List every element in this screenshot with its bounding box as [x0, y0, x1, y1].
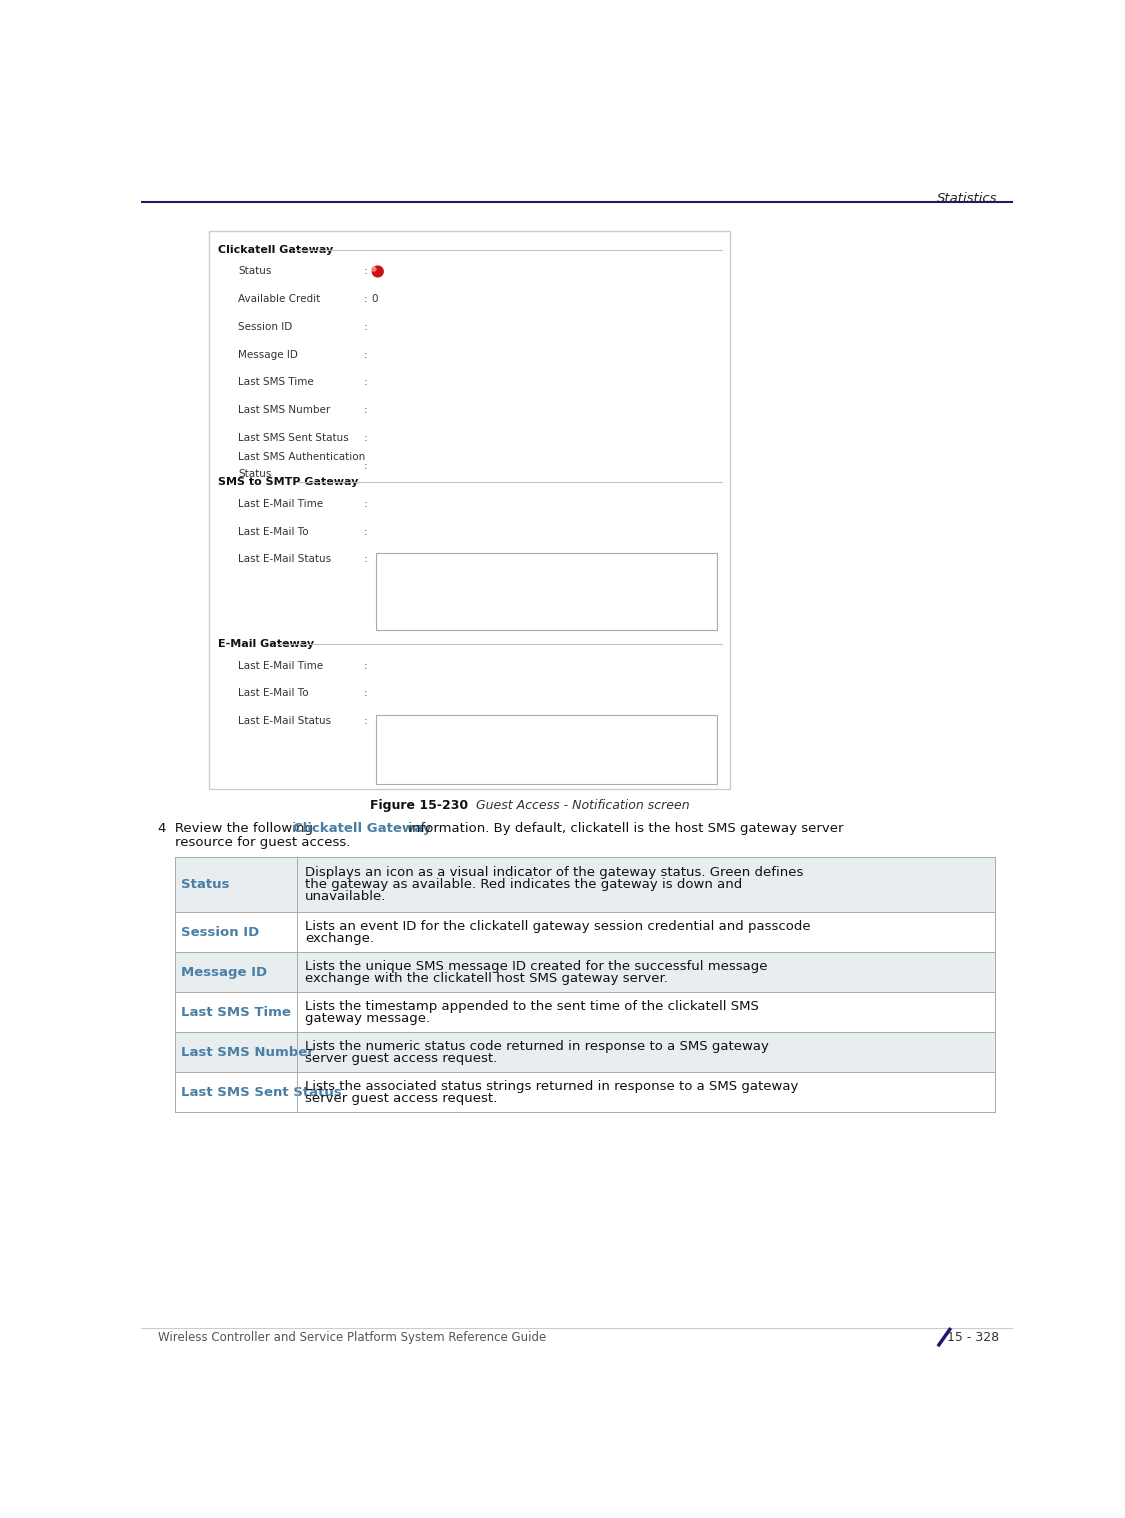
Text: Status: Status	[181, 877, 229, 891]
Text: Displays an icon as a visual indicator of the gateway status. Green defines: Displays an icon as a visual indicator o…	[305, 865, 803, 879]
Text: Last E-Mail Time: Last E-Mail Time	[238, 660, 323, 671]
Bar	[174, 993, 996, 1032]
Text: Message ID: Message ID	[238, 349, 298, 360]
Text: :: :	[363, 433, 368, 443]
Text: :: :	[363, 267, 368, 276]
Text: server guest access request.: server guest access request.	[305, 1091, 497, 1105]
Text: :: :	[363, 554, 368, 565]
Circle shape	[372, 267, 376, 272]
Text: Lists an event ID for the clickatell gateway session credential and passcode: Lists an event ID for the clickatell gat…	[305, 920, 810, 932]
Text: 0: 0	[371, 294, 378, 304]
Text: resource for guest access.: resource for guest access.	[174, 836, 350, 849]
Text: Last E-Mail Time: Last E-Mail Time	[238, 499, 323, 509]
Text: :: :	[363, 527, 368, 537]
Text: Last E-Mail To: Last E-Mail To	[238, 689, 309, 698]
Bar	[376, 715, 718, 785]
Text: Statistics: Statistics	[936, 193, 997, 205]
Text: 4  Review the following: 4 Review the following	[158, 823, 317, 835]
Text: exchange.: exchange.	[305, 932, 374, 944]
Text: Last SMS Time: Last SMS Time	[238, 378, 314, 387]
Bar	[174, 1032, 996, 1072]
Text: Lists the numeric status code returned in response to a SMS gateway: Lists the numeric status code returned i…	[305, 1040, 768, 1053]
Text: Guest Access - Notification screen: Guest Access - Notification screen	[468, 800, 690, 812]
Text: Lists the associated status strings returned in response to a SMS gateway: Lists the associated status strings retu…	[305, 1079, 799, 1093]
Text: :: :	[363, 405, 368, 414]
Text: 15 - 328: 15 - 328	[947, 1331, 999, 1343]
Text: Clickatell Gateway: Clickatell Gateway	[218, 244, 333, 255]
Text: gateway message.: gateway message.	[305, 1011, 430, 1025]
Text: Lists the timestamp appended to the sent time of the clickatell SMS: Lists the timestamp appended to the sent…	[305, 1000, 758, 1013]
Text: Last SMS Authentication: Last SMS Authentication	[238, 452, 366, 461]
Text: :: :	[363, 294, 368, 304]
Text: information. By default, clickatell is the host SMS gateway server: information. By default, clickatell is t…	[404, 823, 844, 835]
Text: :: :	[363, 322, 368, 332]
Text: Available Credit: Available Credit	[238, 294, 321, 304]
Text: Clickatell Gateway: Clickatell Gateway	[292, 823, 431, 835]
Text: Lists the unique SMS message ID created for the successful message: Lists the unique SMS message ID created …	[305, 959, 767, 973]
Text: Last E-Mail Status: Last E-Mail Status	[238, 716, 332, 726]
Text: Last E-Mail To: Last E-Mail To	[238, 527, 309, 537]
Text: unavailable.: unavailable.	[305, 890, 386, 903]
Text: :: :	[363, 499, 368, 509]
Text: :: :	[363, 689, 368, 698]
Text: Wireless Controller and Service Platform System Reference Guide: Wireless Controller and Service Platform…	[158, 1331, 546, 1343]
Text: E-Mail Gateway: E-Mail Gateway	[218, 639, 314, 650]
Text: Last E-Mail Status: Last E-Mail Status	[238, 554, 332, 565]
Text: SMS to SMTP Gateway: SMS to SMTP Gateway	[218, 478, 359, 487]
Text: Session ID: Session ID	[181, 926, 259, 938]
Text: Status: Status	[238, 267, 271, 276]
Circle shape	[372, 266, 384, 276]
Text: Last SMS Number: Last SMS Number	[181, 1046, 314, 1058]
Text: server guest access request.: server guest access request.	[305, 1052, 497, 1064]
Text: Last SMS Sent Status: Last SMS Sent Status	[181, 1085, 342, 1099]
Text: Figure 15-230: Figure 15-230	[369, 800, 468, 812]
Text: :: :	[363, 716, 368, 726]
Text: :: :	[363, 349, 368, 360]
Text: Message ID: Message ID	[181, 965, 267, 979]
Bar	[174, 1072, 996, 1113]
Bar	[174, 952, 996, 993]
Text: :: :	[363, 460, 368, 471]
Text: Status: Status	[238, 469, 271, 480]
Text: :: :	[363, 660, 368, 671]
Bar	[376, 553, 718, 630]
Text: the gateway as available. Red indicates the gateway is down and: the gateway as available. Red indicates …	[305, 877, 742, 891]
Text: Last SMS Time: Last SMS Time	[181, 1006, 290, 1019]
Text: exchange with the clickatell host SMS gateway server.: exchange with the clickatell host SMS ga…	[305, 972, 668, 985]
Bar	[174, 912, 996, 952]
Text: Session ID: Session ID	[238, 322, 292, 332]
Bar	[174, 856, 996, 912]
Text: :: :	[363, 378, 368, 387]
Text: Last SMS Sent Status: Last SMS Sent Status	[238, 433, 349, 443]
Bar	[209, 231, 730, 789]
Text: Last SMS Number: Last SMS Number	[238, 405, 331, 414]
